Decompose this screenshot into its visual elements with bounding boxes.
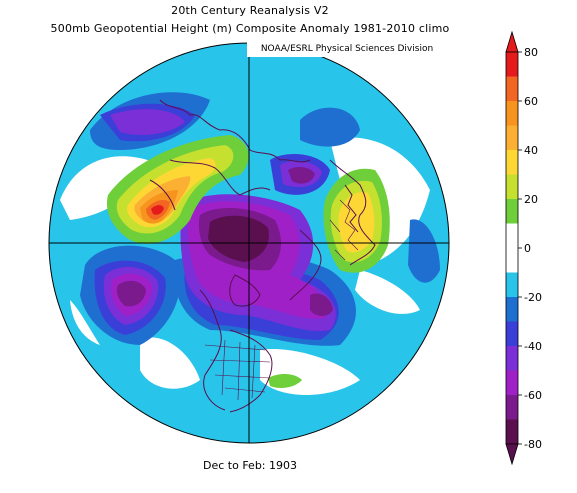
colorbar-segment (506, 125, 518, 151)
neg50-region-1 (110, 109, 185, 135)
boundary-lines-horizontal (204, 344, 271, 393)
neg70-region-1 (116, 280, 146, 307)
colorbar-segment (506, 321, 518, 347)
colorbar-segment (506, 419, 518, 445)
neg70-region-3 (310, 293, 333, 316)
neutral-region-6 (70, 300, 100, 345)
neutral-region-5 (355, 270, 420, 314)
coastline-europe (329, 159, 376, 266)
political-boundaries (204, 199, 359, 401)
neutral-region-3 (140, 337, 200, 389)
time-period-label: Dec to Feb: 1903 (203, 459, 297, 472)
colorbar-tick-label: -20 (524, 291, 542, 304)
colorbar-tick-label: 60 (524, 95, 538, 108)
coastlines (149, 99, 376, 413)
coastline-north-america-west (199, 289, 226, 411)
colorbar-tick-label: 40 (524, 144, 538, 157)
colorbar-segment (506, 199, 518, 224)
anomaly-field (49, 43, 449, 443)
colorbar-segments (505, 30, 519, 466)
boundary-lines-europe (339, 199, 359, 251)
coastline-asia-north (159, 99, 311, 163)
colorbar-min-triangle (505, 443, 519, 466)
coastline-north-america-east (229, 329, 273, 413)
colorbar-tick-label: -60 (524, 389, 542, 402)
colorbar-segment (506, 297, 518, 322)
colorbar-segment (506, 150, 518, 175)
neg30-region-5 (408, 219, 440, 283)
pos20-region-3 (268, 374, 302, 388)
coastline-scandinavia (344, 184, 359, 233)
colorbar-segment (506, 370, 518, 396)
colorbar-tick-label: -40 (524, 340, 542, 353)
colorbar-tick-label: 20 (524, 193, 538, 206)
colorbar-segment (506, 223, 518, 249)
coastline-east-asia (149, 179, 176, 211)
boundary-lines-europe-2 (329, 219, 346, 261)
pos80-region-1 (151, 205, 164, 215)
boundary-lines-vertical (221, 339, 256, 401)
colorbar-max-triangle (505, 30, 519, 53)
colorbar-segment (506, 395, 518, 420)
coastline-arctic-asia (169, 159, 271, 196)
chart-subtitle: 500mb Geopotential Height (m) Composite … (50, 22, 450, 35)
colorbar: 80 60 40 20 0 -20 -40 -60 -80 (505, 30, 542, 466)
colorbar-tick-label: 0 (524, 242, 531, 255)
colorbar-segment (506, 101, 518, 126)
colorbar-segment (506, 76, 518, 102)
colorbar-segment (506, 248, 518, 273)
neg30-region-4 (300, 107, 360, 147)
neg80-region-1 (208, 215, 269, 262)
credit-label: NOAA/ESRL Physical Sciences Division (247, 42, 447, 57)
colorbar-segment (506, 174, 518, 200)
colorbar-tick-label: 80 (524, 46, 538, 59)
chart-title: 20th Century Reanalysis V2 (171, 4, 329, 17)
coastline-greenland (289, 229, 322, 301)
colorbar-segment (506, 346, 518, 371)
colorbar-tick-label: -80 (524, 438, 542, 451)
colorbar-segment (506, 272, 518, 298)
colorbar-segment (506, 52, 518, 77)
colorbar-ticks: 80 60 40 20 0 -20 -40 -60 -80 (518, 46, 542, 451)
neg70-region-4 (288, 166, 315, 184)
